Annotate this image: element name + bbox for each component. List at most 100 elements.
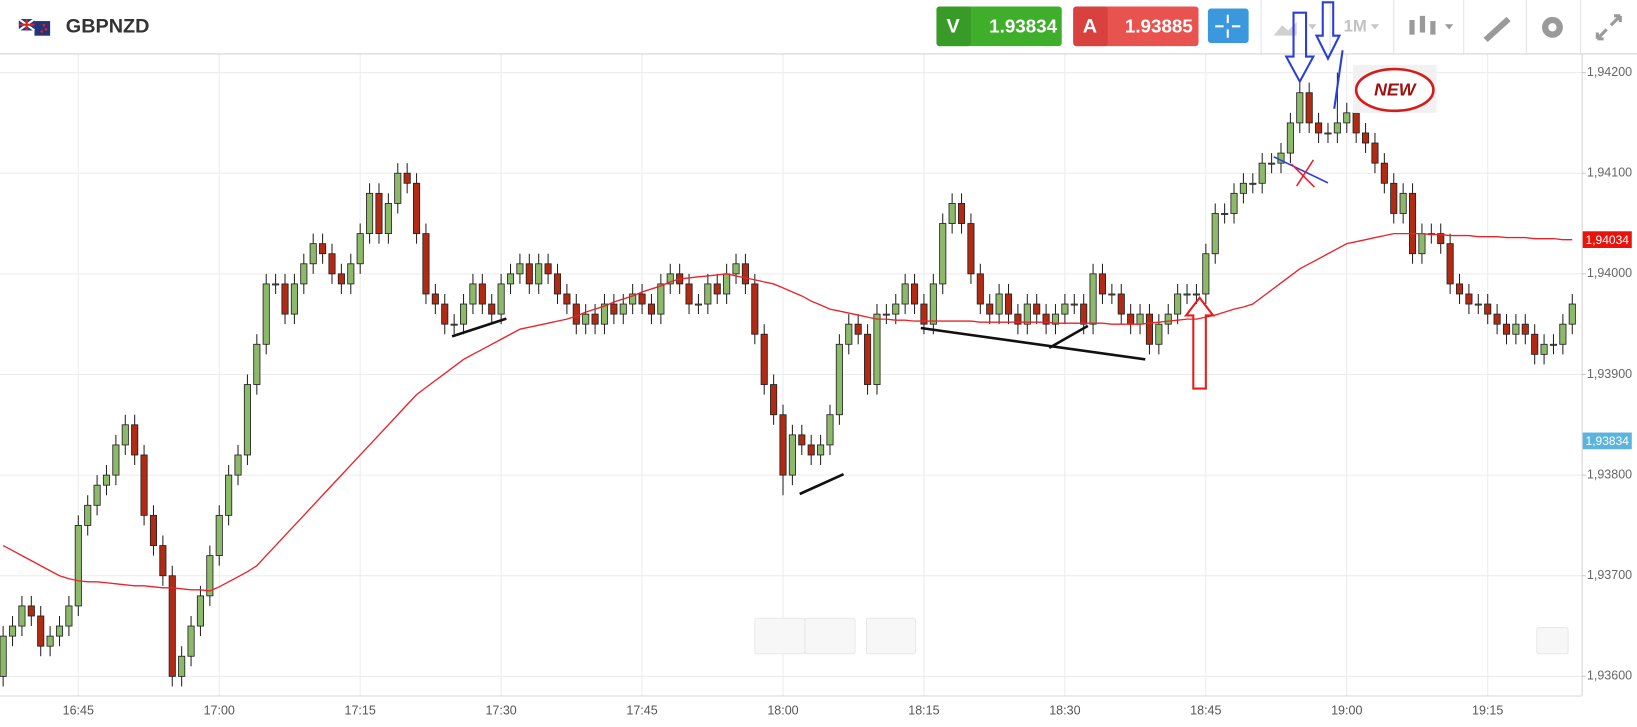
down-arrow xyxy=(1314,1,1342,61)
buy-label[interactable]: A xyxy=(1083,16,1097,38)
draw-icon[interactable] xyxy=(1483,16,1511,42)
timeframe[interactable]: 1M xyxy=(1344,17,1367,36)
candle-body xyxy=(55,625,64,637)
candle-body xyxy=(93,484,101,506)
candle-body xyxy=(582,313,590,325)
candle-body xyxy=(140,454,148,516)
x-tick-label: 19:15 xyxy=(1472,703,1503,717)
drawn-line xyxy=(1333,50,1344,109)
candle-body xyxy=(1014,313,1022,325)
chart-type-icon[interactable] xyxy=(1273,22,1297,36)
candle-body xyxy=(779,414,787,476)
y-tick-label: 1,93900 xyxy=(1587,367,1632,381)
dropdown[interactable] xyxy=(1308,24,1317,30)
candle-body xyxy=(1145,313,1153,345)
candle-body xyxy=(629,293,637,305)
overlay-buttons[interactable] xyxy=(754,617,1569,655)
candle-body xyxy=(1230,192,1238,214)
sell-label[interactable]: V xyxy=(947,16,961,38)
sell-button[interactable]: V 1.93834 xyxy=(936,6,1062,47)
candle-body xyxy=(1568,303,1576,325)
candle-body xyxy=(1192,293,1200,296)
candle-body xyxy=(121,424,129,446)
candle-body xyxy=(1211,213,1219,255)
candle-body xyxy=(723,273,731,295)
candle-body xyxy=(920,303,928,325)
candle-body xyxy=(74,525,82,607)
candle-body xyxy=(882,313,890,316)
candle-body xyxy=(1080,303,1088,325)
candle-body xyxy=(375,192,383,235)
candle-body xyxy=(215,514,223,557)
candle-body xyxy=(1474,303,1482,306)
candle-body xyxy=(1004,293,1013,315)
candle-body xyxy=(1136,313,1144,325)
y-tick-label: 1,94200 xyxy=(1587,65,1632,79)
candle-body xyxy=(403,172,411,184)
y-tick-label: 1,94100 xyxy=(1587,166,1632,180)
candle-body xyxy=(178,655,186,677)
candle-body xyxy=(1286,122,1294,154)
candle-body xyxy=(347,263,355,285)
plot: 1,94034 1,93834 xyxy=(0,72,1632,687)
candle-icon[interactable] xyxy=(1409,15,1454,35)
candle-body xyxy=(413,182,421,235)
candle-body xyxy=(272,283,280,286)
expand-icon[interactable] xyxy=(1595,14,1622,41)
candle-body xyxy=(1239,182,1247,194)
candle-body xyxy=(196,595,204,627)
candle-body xyxy=(741,263,749,285)
candle-body xyxy=(1465,293,1473,305)
candle-body xyxy=(788,434,796,476)
candle-body xyxy=(1023,303,1031,325)
sell-price[interactable]: 1.93834 xyxy=(989,15,1057,36)
candle-body xyxy=(131,424,139,456)
candle-body xyxy=(817,444,825,456)
candle-body xyxy=(1108,293,1116,296)
candle-body xyxy=(939,223,947,285)
candle-body xyxy=(1098,273,1107,295)
candle-body xyxy=(1333,122,1341,134)
candle-body xyxy=(112,444,120,476)
candle-body xyxy=(84,504,92,526)
candle-body xyxy=(948,202,956,224)
candle-body xyxy=(694,303,702,306)
symbol: GBPNZD xyxy=(66,16,150,38)
y-tick-label: 1,93800 xyxy=(1587,467,1632,481)
candle-body xyxy=(666,273,674,285)
candle-body xyxy=(243,384,251,456)
candle-body xyxy=(516,263,524,275)
candle-body xyxy=(1446,243,1454,285)
moving-average xyxy=(2,232,1573,592)
candle-body xyxy=(619,303,627,315)
candle-body xyxy=(1174,293,1182,315)
candle-body xyxy=(854,323,862,335)
candle-body xyxy=(1540,343,1548,355)
candle-body xyxy=(610,303,618,315)
candle-body xyxy=(1502,323,1511,335)
header: GBPNZD V 1.93834 A 1.93885 1M xyxy=(0,0,1637,55)
candle-body xyxy=(910,283,919,305)
x-tick-label: 17:30 xyxy=(485,703,516,717)
x-tick-label: 18:15 xyxy=(908,703,939,717)
crosshair-button[interactable] xyxy=(1207,8,1249,43)
candle-body xyxy=(187,625,195,657)
candle-body xyxy=(657,283,665,315)
buy-price[interactable]: 1.93885 xyxy=(1125,15,1193,36)
buy-button[interactable]: A 1.93885 xyxy=(1073,6,1199,47)
candle-body xyxy=(1455,283,1464,295)
candle-body xyxy=(1249,182,1257,185)
y-tick-label: 1,93600 xyxy=(1587,669,1632,683)
trend-lines xyxy=(451,317,1146,496)
candle-body xyxy=(225,474,233,516)
new-badge: NEW xyxy=(1353,64,1437,113)
candle-body xyxy=(535,263,543,285)
flag xyxy=(18,18,51,36)
candle-body xyxy=(8,625,17,637)
candle-body xyxy=(525,263,533,285)
candle-body xyxy=(770,384,778,416)
candle-body xyxy=(704,283,712,305)
candle-body xyxy=(431,293,439,305)
